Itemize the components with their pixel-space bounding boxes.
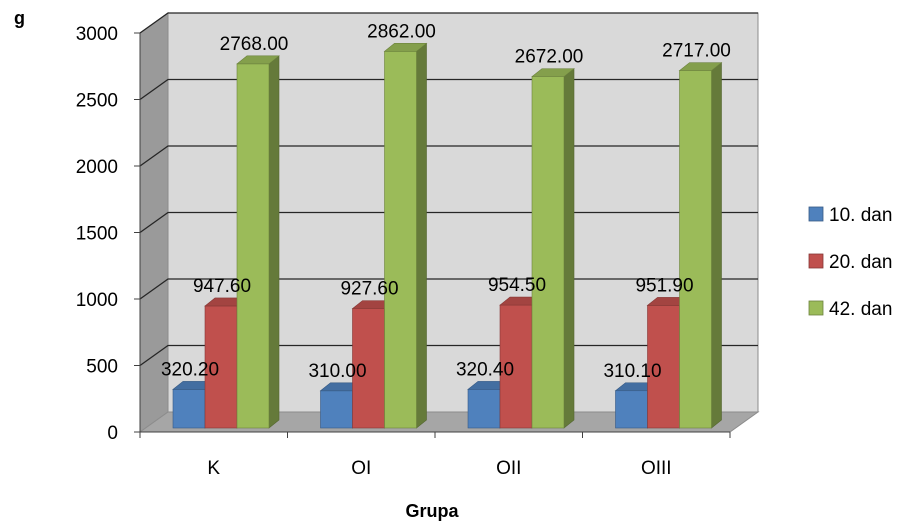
bar-front (679, 70, 712, 429)
data-labels: 320.20 947.60 2768.00 310.00 927.60 2862.00 32… (161, 21, 731, 381)
legend-label: 42. dan (829, 299, 892, 320)
data-label: 947.60 (193, 276, 251, 297)
bar-side (563, 67, 575, 429)
x-tick-label: OI (351, 458, 371, 479)
data-label: 320.40 (456, 359, 514, 380)
y-tick-label: 2500 (76, 91, 118, 112)
y-tick-label: 500 (86, 357, 118, 378)
bar-front (204, 305, 238, 429)
bar-front (320, 390, 353, 429)
y-tick-label: 0 (107, 423, 118, 444)
bar (531, 67, 575, 429)
bar-front (352, 308, 385, 429)
bar-front (531, 76, 565, 429)
legend-swatch (808, 253, 824, 269)
bars (172, 42, 723, 429)
bar-top (236, 55, 280, 65)
bar-front (236, 63, 270, 429)
y-tick-label: 1000 (76, 290, 118, 311)
axes: 0 500 1000 1500 2000 2500 3000 K OI OII OIII (76, 24, 731, 479)
bar-side (416, 42, 427, 429)
y-tick-label: 2000 (76, 157, 118, 178)
bar-top (678, 62, 723, 71)
data-label: 927.60 (340, 279, 398, 300)
legend: 10. dan 20. dan 42. dan (808, 205, 892, 320)
bar-front (172, 389, 206, 429)
bar-top (383, 43, 428, 52)
bar (236, 55, 280, 429)
bar-front (615, 390, 648, 429)
bar-front (384, 51, 417, 429)
data-label: 320.20 (161, 359, 219, 380)
data-label: 2768.00 (220, 34, 289, 55)
bar-side (268, 55, 280, 429)
data-label: 951.90 (635, 275, 693, 296)
legend-label: 20. dan (829, 252, 892, 273)
bar-top (531, 68, 575, 77)
legend-label: 10. dan (829, 205, 892, 226)
y-tick-label: 3000 (76, 24, 118, 45)
bar-side (711, 62, 722, 429)
x-tick-label: OIII (641, 458, 672, 479)
data-label: 954.50 (488, 275, 546, 296)
bar (678, 62, 723, 429)
bar (383, 42, 428, 429)
x-axis-title: Grupa (405, 501, 459, 521)
bar-front (467, 389, 501, 429)
data-label: 2717.00 (662, 41, 731, 62)
x-tick-label: K (207, 458, 220, 479)
data-label: 2862.00 (367, 21, 436, 42)
gridline (139, 12, 758, 34)
data-label: 310.10 (603, 361, 661, 382)
data-label: 310.00 (308, 361, 366, 382)
y-tick-label: 1500 (76, 224, 118, 245)
y-axis-title: g (14, 8, 25, 28)
x-tick-label: OII (496, 458, 521, 479)
data-label: 2672.00 (515, 47, 584, 68)
legend-swatch (808, 300, 824, 316)
legend-swatch (808, 206, 824, 222)
